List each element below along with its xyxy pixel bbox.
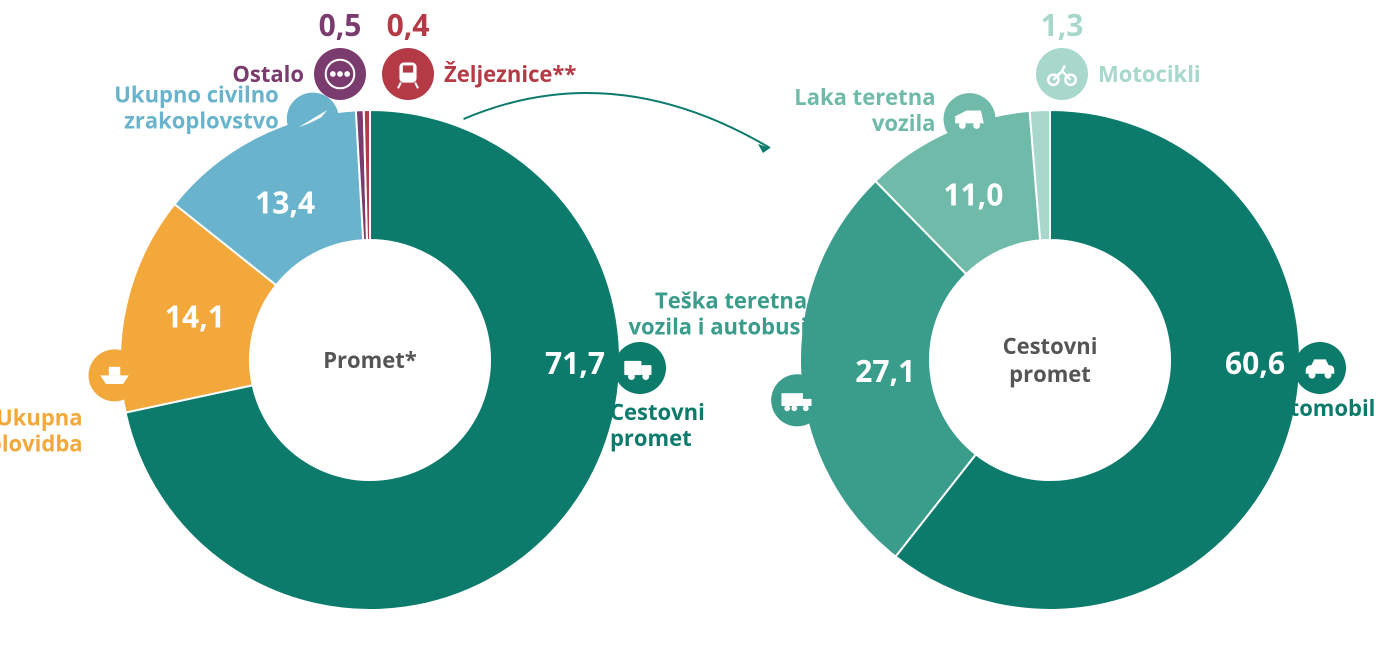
car-icon: [1294, 342, 1346, 394]
chart2-moto-value: 1,3: [1041, 4, 1084, 45]
chart2-lgv-value: 11,0: [943, 174, 1003, 215]
chart2-cars-value: 60,6: [1225, 342, 1285, 383]
chart2-hgv-value: 27,1: [855, 350, 915, 391]
svg-text:plovidba: plovidba: [0, 428, 83, 458]
chart1-aviation-value: 13,4: [255, 182, 315, 223]
svg-text:vozila: vozila: [872, 108, 936, 138]
chart1-center-label: Promet*: [323, 345, 417, 375]
svg-text:zrakoplovstvo: zrakoplovstvo: [124, 106, 279, 136]
chart2-cars-label: Automobili: [1260, 393, 1376, 423]
chart1-road-value: 71,7: [545, 342, 605, 383]
chart1-shipping-value: 14,1: [165, 296, 225, 337]
ship-icon: [89, 349, 141, 401]
moto-icon: [1036, 48, 1088, 100]
chart1-other-value: 0,5: [319, 4, 362, 45]
truck-icon: [614, 342, 666, 394]
plane-icon: [287, 93, 339, 145]
chart1-rail-label: Željeznice**: [444, 59, 576, 89]
chart2-center-label: Cestovni: [1003, 331, 1098, 361]
chart1-rail-value: 0,4: [387, 4, 430, 45]
svg-text:vozila i autobusi: vozila i autobusi: [629, 311, 808, 341]
transport-donuts: Promet*71,7Cestovnipromet14,1Ukupnaplovi…: [0, 0, 1376, 648]
lorry-icon: [771, 374, 823, 426]
svg-text:promet: promet: [1009, 359, 1091, 389]
van-icon: [943, 93, 995, 145]
train-icon: [382, 48, 434, 100]
chart1-other-label: Ostalo: [232, 59, 304, 89]
chart2-moto-label: Motocikli: [1098, 59, 1201, 89]
svg-text:promet: promet: [610, 423, 692, 453]
connector-arrow: [464, 93, 770, 148]
dots-icon: [314, 48, 366, 100]
